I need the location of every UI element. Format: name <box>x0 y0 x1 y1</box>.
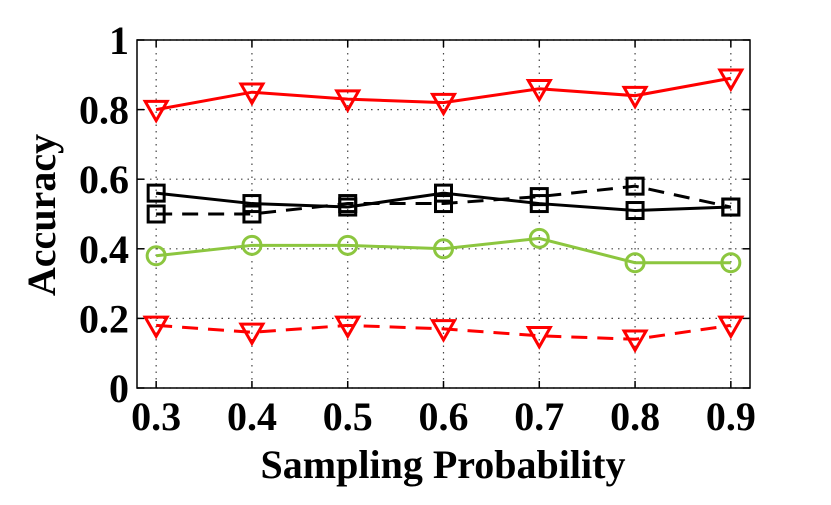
marker <box>624 252 646 274</box>
y-tick-label: 0 <box>109 366 129 411</box>
x-axis-label: Sampling Probability <box>261 442 626 487</box>
marker <box>717 68 745 93</box>
marker <box>717 315 745 340</box>
marker <box>142 99 170 124</box>
marker <box>337 234 359 256</box>
plot-frame <box>136 39 751 389</box>
marker <box>525 326 553 350</box>
marker <box>238 322 266 347</box>
marker <box>721 197 741 217</box>
marker <box>625 201 645 221</box>
marker <box>528 227 550 249</box>
marker <box>621 85 649 110</box>
y-tick-label: 0.2 <box>79 296 129 341</box>
y-tick-label: 1 <box>109 18 129 63</box>
y-axis-label: Accuracy <box>19 134 64 296</box>
marker <box>242 194 262 214</box>
marker <box>238 82 266 107</box>
marker <box>146 204 166 224</box>
marker <box>242 204 262 224</box>
marker <box>146 183 166 203</box>
series-line <box>156 184 732 216</box>
series-line <box>155 191 731 213</box>
y-tick-label: 0.8 <box>79 88 129 133</box>
marker <box>429 319 458 343</box>
y-tick-label: 0.6 <box>79 157 129 202</box>
series-line <box>155 236 731 265</box>
series-line <box>156 323 732 341</box>
marker <box>720 252 742 274</box>
marker <box>525 78 553 103</box>
marker <box>433 238 454 260</box>
marker <box>625 176 645 196</box>
x-tick-label: 0.6 <box>419 394 469 439</box>
marker <box>621 329 649 354</box>
marker <box>338 194 358 214</box>
x-tick-label: 0.4 <box>227 394 277 439</box>
marker <box>334 315 362 340</box>
x-tick-label: 0.5 <box>323 394 373 439</box>
y-tick-label: 0.4 <box>79 227 129 272</box>
marker <box>241 234 263 256</box>
x-tick-label: 0.3 <box>131 394 181 439</box>
x-tick-label: 0.9 <box>706 394 756 439</box>
marker <box>334 89 362 114</box>
marker <box>429 92 458 117</box>
x-tick-label: 0.7 <box>514 394 564 439</box>
marker <box>434 183 453 203</box>
marker <box>142 315 170 340</box>
series-line <box>155 76 732 112</box>
x-tick-label: 0.8 <box>610 394 660 439</box>
marker <box>434 194 453 214</box>
marker <box>529 187 549 207</box>
marker <box>145 245 167 267</box>
